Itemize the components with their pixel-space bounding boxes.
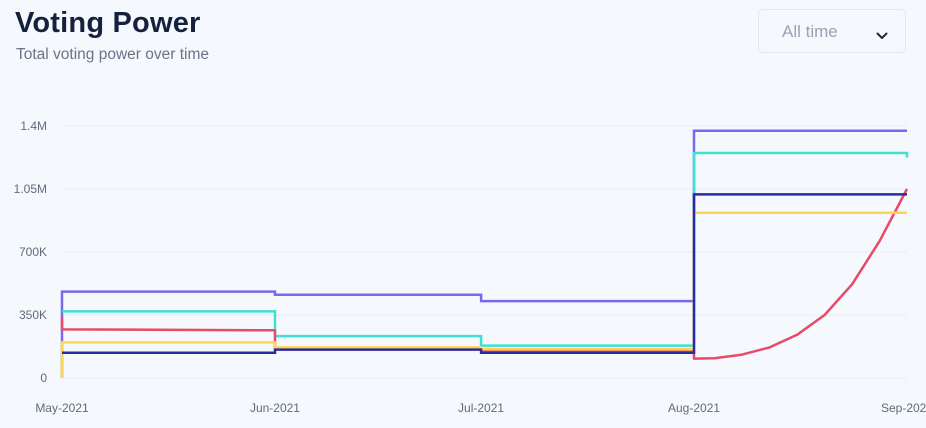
y-tick-label: 350K bbox=[19, 308, 47, 322]
series-line-2 bbox=[62, 151, 909, 347]
x-tick-label: Jun-2021 bbox=[250, 401, 300, 415]
x-tick-label: May-2021 bbox=[35, 401, 89, 415]
y-axis-ticks: 0 350K 700K 1.05M 1.4M bbox=[14, 119, 48, 385]
x-axis-ticks: May-2021 Jun-2021 Jul-2021 Aug-2021 Sep-2021 bbox=[35, 401, 926, 415]
series-line-1 bbox=[60, 129, 907, 378]
x-tick-label: Jul-2021 bbox=[458, 401, 504, 415]
series-line-5 bbox=[62, 193, 907, 355]
x-tick-label: Aug-2021 bbox=[668, 401, 720, 415]
chart-series bbox=[60, 129, 909, 378]
y-tick-label: 0 bbox=[40, 371, 47, 385]
page-title: Voting Power bbox=[15, 7, 201, 39]
time-range-select[interactable]: All time bbox=[758, 9, 906, 53]
time-range-value: All time bbox=[782, 22, 838, 41]
chart-grid bbox=[62, 125, 907, 379]
page-subtitle: Total voting power over time bbox=[16, 46, 209, 63]
y-tick-label: 700K bbox=[19, 245, 47, 259]
y-tick-label: 1.05M bbox=[14, 182, 47, 196]
series-line-3 bbox=[60, 188, 909, 360]
y-tick-label: 1.4M bbox=[20, 119, 47, 133]
chevron-down-icon bbox=[876, 27, 888, 45]
x-tick-label: Sep-2021 bbox=[881, 401, 926, 415]
